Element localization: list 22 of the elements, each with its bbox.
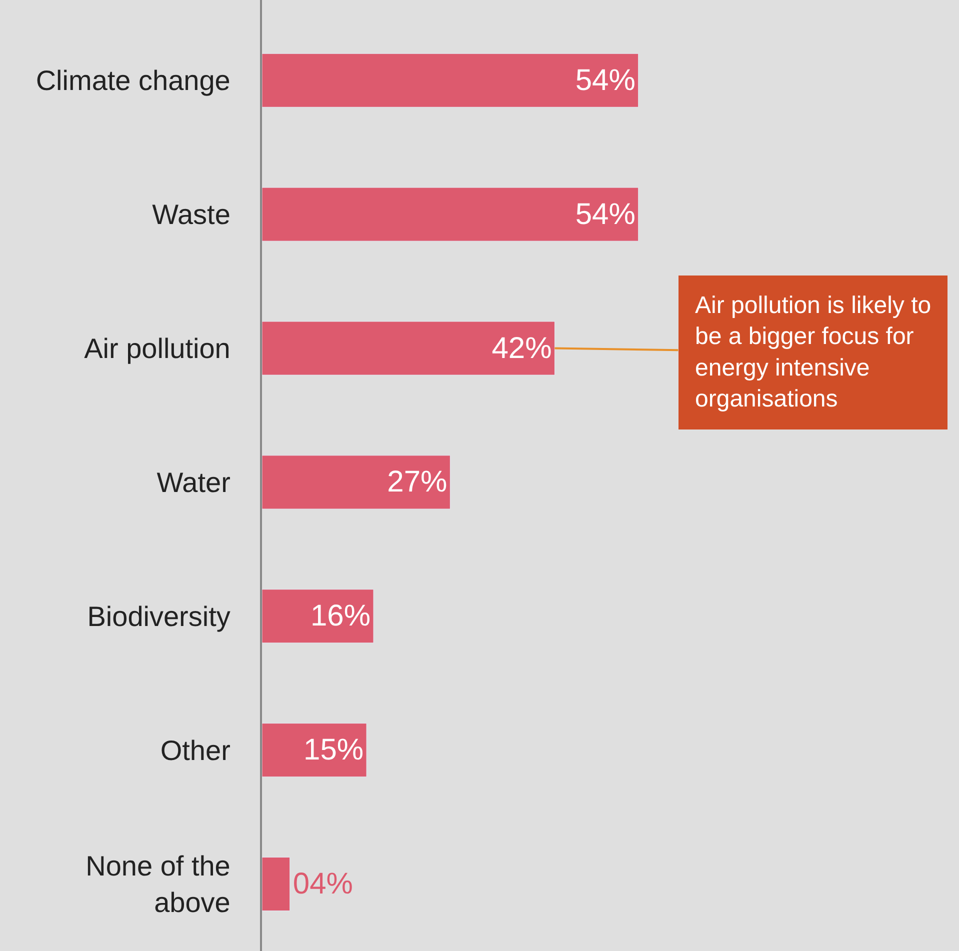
data-label: 42% xyxy=(492,332,552,365)
y-tick-label: Other xyxy=(160,734,230,766)
data-label: 54% xyxy=(575,198,636,231)
bar xyxy=(262,589,374,644)
y-tick-label: Waste xyxy=(152,199,230,230)
bar xyxy=(262,723,367,778)
bar xyxy=(262,321,555,376)
data-label: 04% xyxy=(292,868,353,901)
bar xyxy=(262,187,639,242)
data-label: 16% xyxy=(310,600,371,633)
bar xyxy=(262,53,639,108)
bar xyxy=(262,455,450,510)
annotation: Air pollution is likely to be a bigger focus for energy intensive organisations xyxy=(695,292,932,413)
bar xyxy=(262,856,290,912)
y-tick-label: Air pollution xyxy=(84,333,230,364)
y-tick-label: Water xyxy=(156,467,230,498)
y-tick-label: Climate change xyxy=(36,65,230,96)
data-label: 27% xyxy=(387,466,448,499)
data-label: 54% xyxy=(575,64,636,97)
y-tick-label: None of the above xyxy=(86,850,230,918)
data-label: 15% xyxy=(304,734,364,767)
y-tick-label: Biodiversity xyxy=(87,600,230,632)
